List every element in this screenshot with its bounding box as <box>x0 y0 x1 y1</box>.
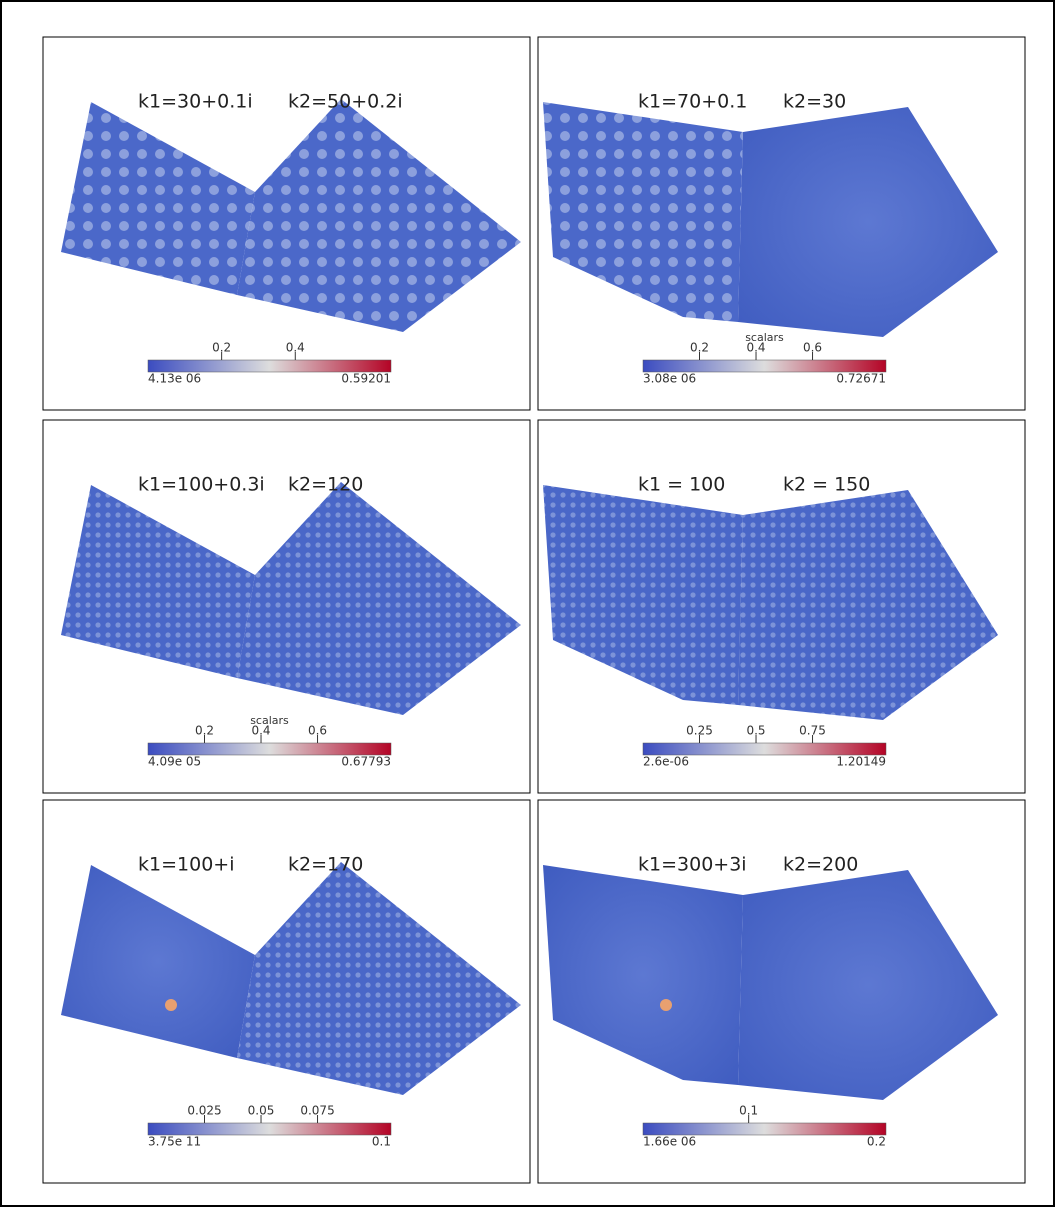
colorbar-max: 0.59201 <box>341 372 391 386</box>
colorbar-min: 1.66e 06 <box>643 1135 696 1149</box>
k2-label: k2=200 <box>783 854 858 876</box>
source-spot <box>165 999 177 1011</box>
colorbar <box>643 743 886 755</box>
source-spot <box>660 999 672 1011</box>
k2-label: k2=50+0.2i <box>288 91 403 113</box>
colorbar-tick-label: 0.075 <box>300 1104 334 1118</box>
colorbar-max: 0.67793 <box>341 755 391 769</box>
k2-label: k2 = 150 <box>783 474 870 496</box>
k2-label: k2=30 <box>783 91 846 113</box>
colorbar-tick-label: 0.4 <box>251 724 270 738</box>
k2-label: k2=120 <box>288 474 363 496</box>
colorbar <box>148 743 391 755</box>
k1-label: k1=100+i <box>138 854 234 876</box>
colorbar-max: 1.20149 <box>836 755 886 769</box>
colorbar-tick-label: 0.75 <box>799 724 826 738</box>
k1-label: k1 = 100 <box>638 474 725 496</box>
colorbar-min: 3.08e 06 <box>643 372 696 386</box>
colorbar <box>643 1123 886 1135</box>
colorbar-min: 3.75e 11 <box>148 1135 201 1149</box>
panel: k1=300+3i k2=200 0.1 1.66e 06 0.2 <box>538 800 1025 1183</box>
colorbar-tick-label: 0.25 <box>686 724 713 738</box>
colorbar-tick-label: 0.2 <box>212 341 231 355</box>
colorbar-min: 4.09e 05 <box>148 755 201 769</box>
colorbar-tick-label: 0.4 <box>746 341 765 355</box>
colorbar-tick-label: 0.1 <box>739 1104 758 1118</box>
k1-label: k1=300+3i <box>638 854 747 876</box>
figure: k1=30+0.1i k2=50+0.2i 0.2 0.4 4.13e 06 0.5920… <box>0 0 1055 1207</box>
panel: k1=30+0.1i k2=50+0.2i 0.2 0.4 4.13e 06 0.5920… <box>43 37 530 410</box>
k2-label: k2=170 <box>288 854 363 876</box>
k1-label: k1=100+0.3i <box>138 474 265 496</box>
colorbar-min: 4.13e 06 <box>148 372 201 386</box>
colorbar-tick-label: 0.6 <box>803 341 822 355</box>
panel: k1 = 100 k2 = 150 0.25 0.5 0.75 2.6e-06 1.2014… <box>538 420 1025 793</box>
colorbar-tick-label: 0.5 <box>746 724 765 738</box>
colorbar-tick-label: 0.6 <box>308 724 327 738</box>
colorbar-tick-label: 0.2 <box>195 724 214 738</box>
panel: k1=100+i k2=170 0.025 0.05 0.075 3.75e 11 0.1 <box>43 800 530 1183</box>
colorbar <box>643 360 886 372</box>
figure-canvas: k1=30+0.1i k2=50+0.2i 0.2 0.4 4.13e 06 0.5920… <box>0 0 1055 1207</box>
colorbar-max: 0.72671 <box>836 372 886 386</box>
k1-label: k1=70+0.1 <box>638 91 747 113</box>
colorbar-max: 0.1 <box>372 1135 391 1149</box>
colorbar <box>148 360 391 372</box>
k1-label: k1=30+0.1i <box>138 91 253 113</box>
colorbar <box>148 1123 391 1135</box>
colorbar-tick-label: 0.2 <box>690 341 709 355</box>
colorbar-tick-label: 0.4 <box>286 341 305 355</box>
colorbar-min: 2.6e-06 <box>643 755 689 769</box>
colorbar-max: 0.2 <box>867 1135 886 1149</box>
colorbar-tick-label: 0.05 <box>248 1104 275 1118</box>
colorbar-tick-label: 0.025 <box>187 1104 221 1118</box>
